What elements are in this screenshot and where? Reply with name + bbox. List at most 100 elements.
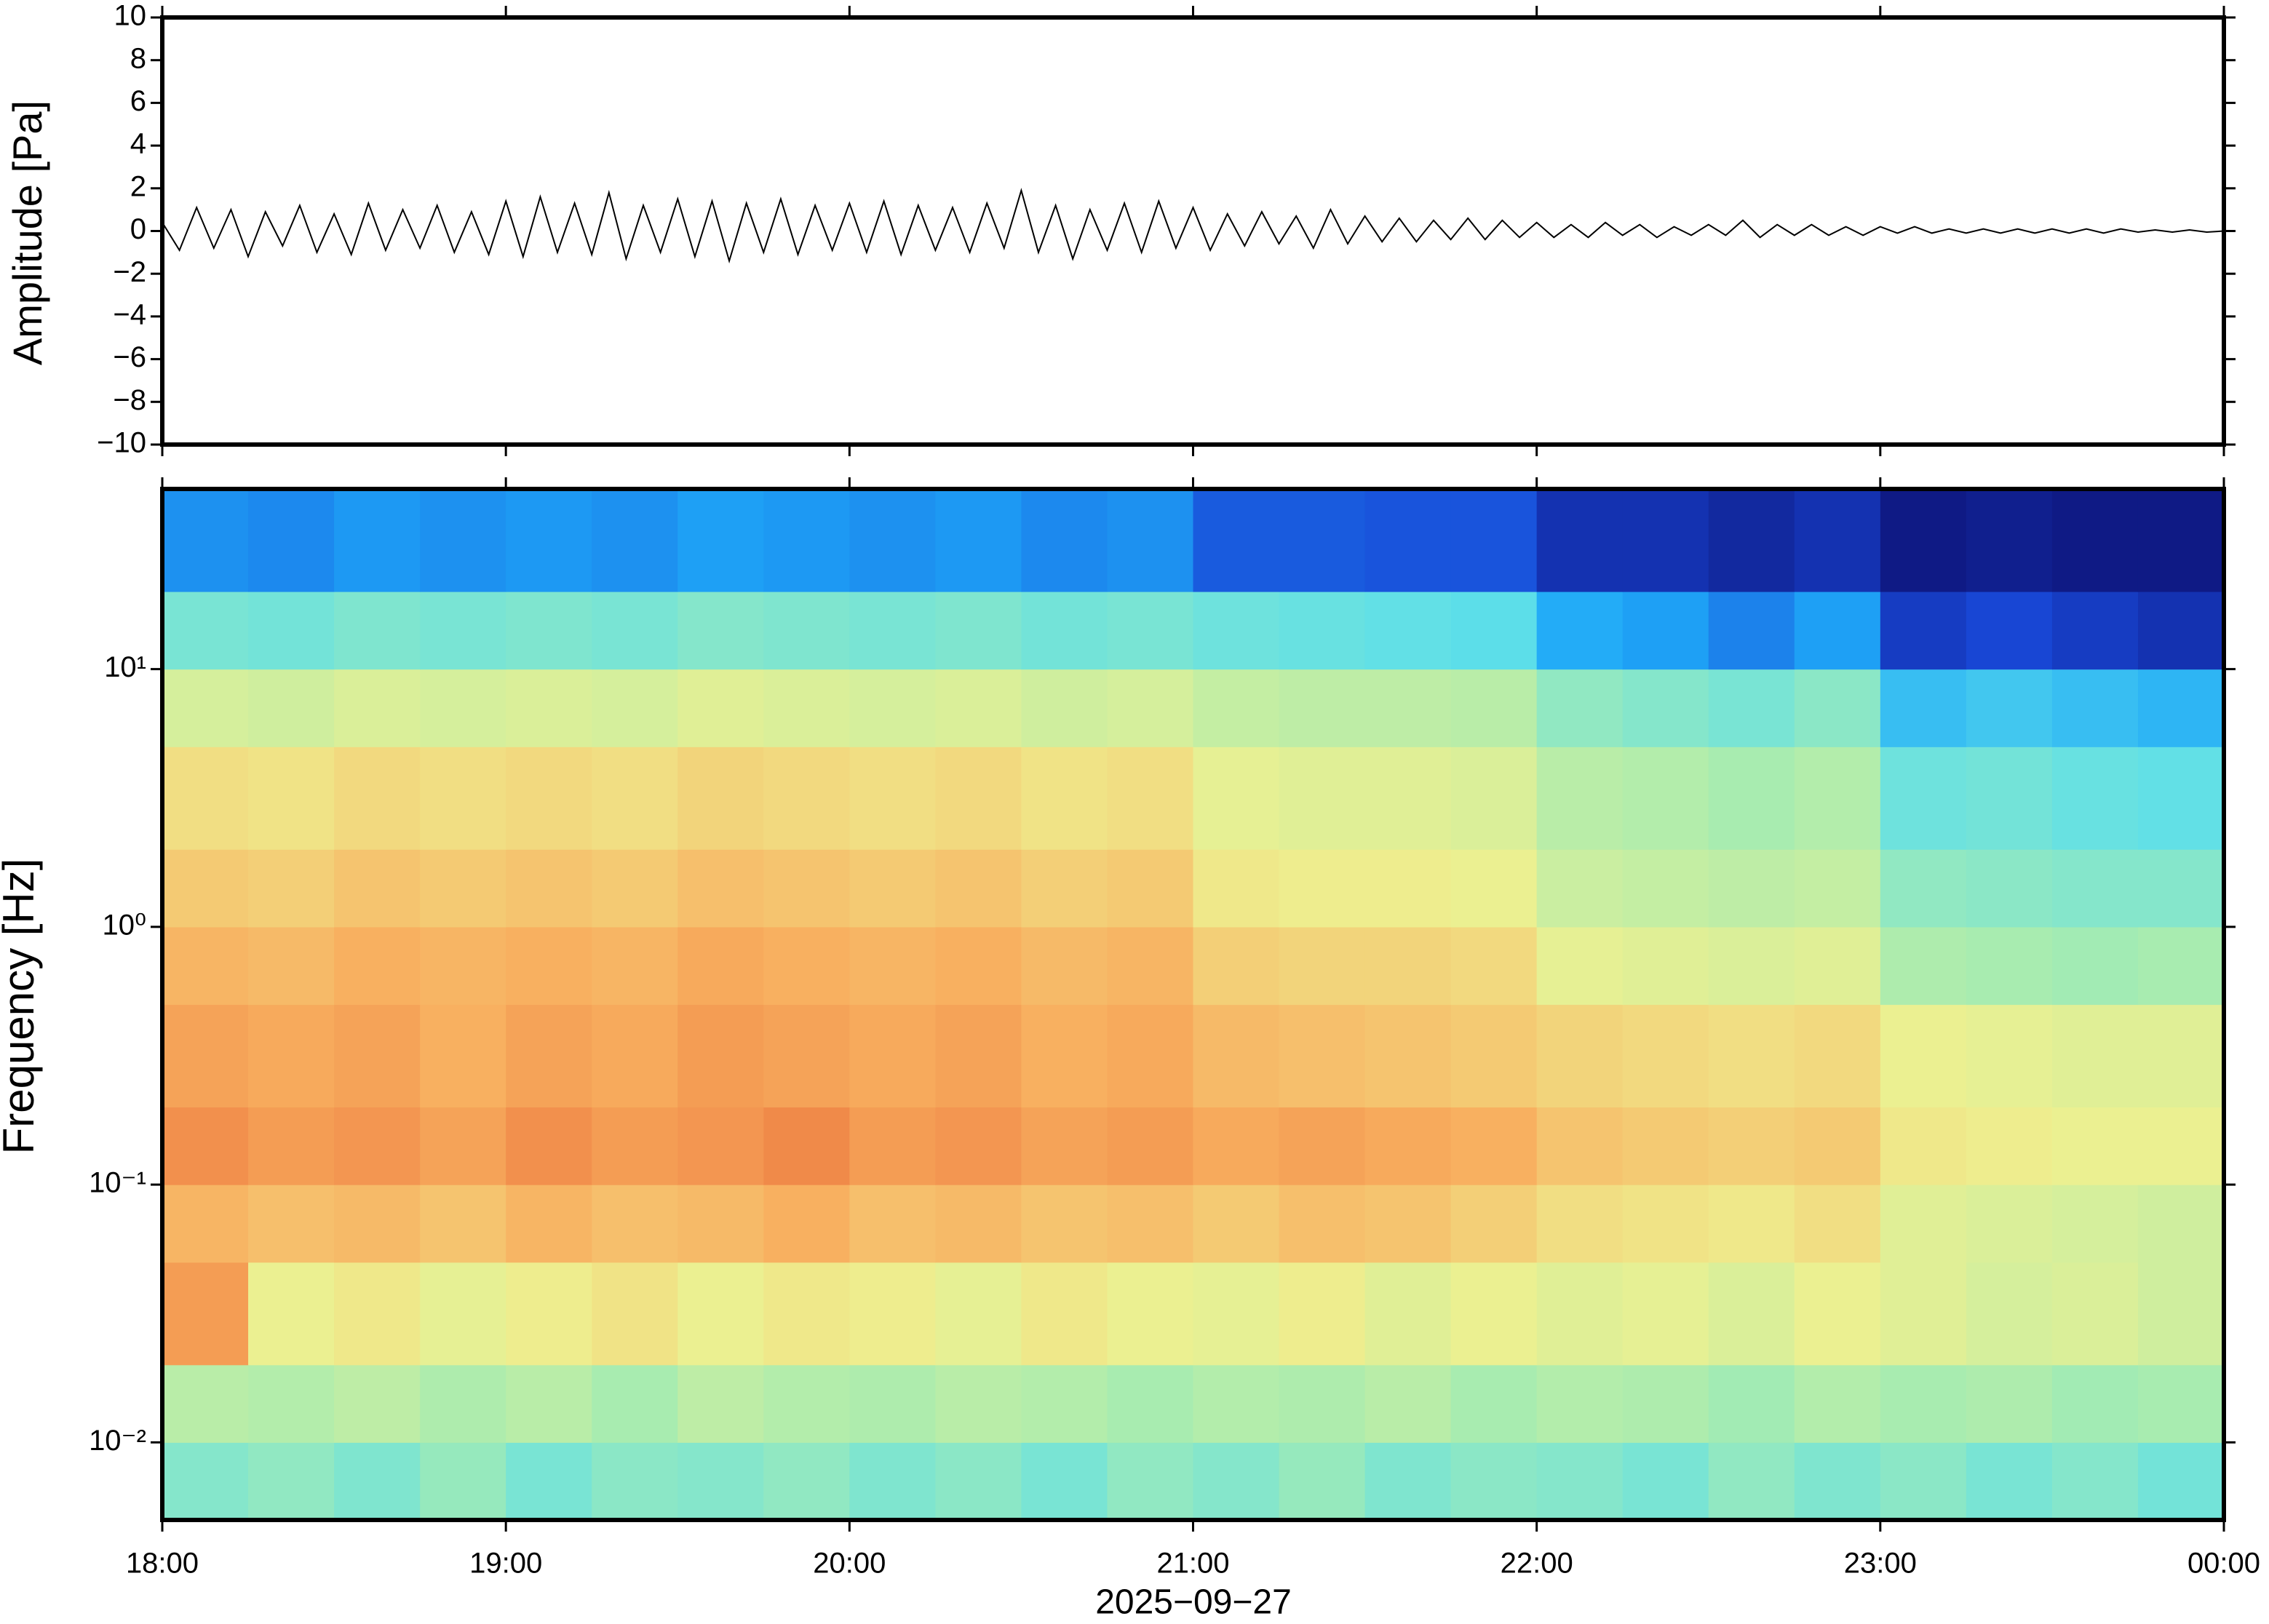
spectrogram-cell	[506, 1262, 592, 1366]
spectrogram-cell	[1536, 1262, 1624, 1366]
spectrogram-cell	[1880, 489, 1967, 592]
spectrogram-cell	[1536, 1364, 1624, 1443]
spectrogram-cell	[677, 1107, 764, 1185]
spectrogram-cell	[1880, 591, 1967, 670]
y-axis-label: Amplitude [Pa]	[4, 100, 50, 365]
spectrogram-cell	[1193, 926, 1280, 1006]
spectrogram-cell	[2051, 1442, 2139, 1521]
spectrogram-cell	[334, 926, 421, 1006]
spectrogram-cell	[334, 1364, 421, 1443]
spectrogram-cell	[763, 926, 850, 1006]
spectrogram-cell	[1193, 1004, 1280, 1108]
spectrogram-cell	[1021, 1185, 1108, 1263]
spectrogram-cell	[592, 669, 678, 747]
spectrogram-cell	[1880, 669, 1967, 747]
spectrogram-cell	[677, 1442, 764, 1521]
y-tick-label: −10	[97, 427, 146, 459]
spectrogram-cell	[1193, 849, 1280, 928]
spectrogram-cell	[1536, 849, 1624, 928]
y-tick-label: 10⁻¹	[89, 1167, 146, 1199]
spectrogram-cell	[2137, 591, 2225, 670]
spectrogram-cell	[420, 926, 506, 1006]
spectrogram-cell	[2051, 747, 2139, 850]
spectrogram-cell	[1450, 669, 1538, 747]
spectrogram-cell	[1193, 1442, 1280, 1521]
spectrogram-cell	[420, 591, 506, 670]
spectrogram-cell	[1021, 747, 1108, 850]
x-tick-label: 22:00	[1501, 1548, 1573, 1580]
y-tick-label: −2	[113, 256, 146, 288]
spectrogram-cell	[677, 926, 764, 1006]
spectrogram-cell	[935, 1262, 1022, 1366]
spectrogram-cell	[1021, 1262, 1108, 1366]
spectrogram-cell	[1880, 1004, 1967, 1108]
spectrogram-cell	[1021, 1442, 1108, 1521]
spectrogram-cell	[2137, 1442, 2225, 1521]
spectrogram-cell	[420, 849, 506, 928]
spectrogram-cell	[935, 1004, 1022, 1108]
spectrogram-cell	[592, 1364, 678, 1443]
spectrogram-cell	[1021, 849, 1108, 928]
x-axis-label: 2025−09−27	[1095, 1583, 1292, 1622]
spectrogram-cell	[420, 1185, 506, 1263]
spectrogram-cell	[162, 849, 249, 928]
spectrogram-cell	[248, 1364, 335, 1443]
spectrogram-cell	[1364, 849, 1452, 928]
spectrogram-cell	[1966, 489, 2053, 592]
spectrogram-cell	[1107, 489, 1194, 592]
spectrogram-cell	[1966, 591, 2053, 670]
spectrogram-cell	[677, 849, 764, 928]
spectrogram-cell	[1794, 1004, 1881, 1108]
spectrogram-cell	[1708, 1442, 1795, 1521]
spectrogram-cell	[1966, 1364, 2053, 1443]
waveform	[162, 188, 2225, 264]
spectrogram-cell	[677, 669, 764, 747]
spectrogram-cell	[849, 1004, 936, 1108]
spectrogram-cell	[248, 1185, 335, 1263]
spectrogram-cell	[1536, 489, 1624, 592]
spectrogram-cell	[1364, 591, 1452, 670]
spectrogram-cell	[849, 489, 936, 592]
spectrogram-cell	[2137, 1185, 2225, 1263]
y-axis-label: Frequency [Hz]	[0, 859, 43, 1155]
spectrogram-cell	[2051, 1185, 2139, 1263]
y-tick-label: 0	[130, 213, 146, 245]
spectrogram-cell	[677, 1364, 764, 1443]
spectrogram-cell	[763, 1442, 850, 1521]
spectrogram-cell	[506, 849, 592, 928]
spectrogram-cell	[1794, 1185, 1881, 1263]
spectrogram-cell	[1536, 669, 1624, 747]
y-tick-label: 10	[114, 0, 147, 32]
spectrogram-cell	[935, 926, 1022, 1006]
spectrogram-cell	[1450, 1262, 1538, 1366]
spectrogram-cell	[248, 669, 335, 747]
spectrogram-cell	[1622, 591, 1709, 670]
spectrogram-cell	[1279, 1107, 1366, 1185]
spectrogram-cell	[1536, 1442, 1624, 1521]
spectrogram-cell	[1794, 849, 1881, 928]
spectrogram-cell	[162, 1442, 249, 1521]
spectrogram-cell	[1708, 1364, 1795, 1443]
spectrogram-cell	[420, 669, 506, 747]
spectrogram-cell	[849, 926, 936, 1006]
spectrogram-cell	[1536, 926, 1624, 1006]
spectrogram-cell	[1622, 1004, 1709, 1108]
spectrogram-cell	[935, 1442, 1022, 1521]
spectrogram-cell	[334, 489, 421, 592]
spectrogram-cell	[2051, 669, 2139, 747]
spectrogram-cell	[1279, 489, 1366, 592]
spectrogram-cell	[1021, 1004, 1108, 1108]
spectrogram-cell	[849, 591, 936, 670]
spectrogram-cell	[849, 1262, 936, 1366]
spectrogram-cell	[677, 1262, 764, 1366]
spectrogram-cell	[1966, 1107, 2053, 1185]
spectrogram-cell	[592, 926, 678, 1006]
spectrogram-cell	[162, 1107, 249, 1185]
spectrogram-cell	[1536, 1185, 1624, 1263]
spectrogram-cell	[2137, 1107, 2225, 1185]
spectrogram-cell	[677, 1185, 764, 1263]
spectrogram-cell	[592, 1442, 678, 1521]
spectrogram-cell	[1708, 1262, 1795, 1366]
spectrogram-cell	[2137, 1004, 2225, 1108]
spectrogram-cell	[2137, 926, 2225, 1006]
